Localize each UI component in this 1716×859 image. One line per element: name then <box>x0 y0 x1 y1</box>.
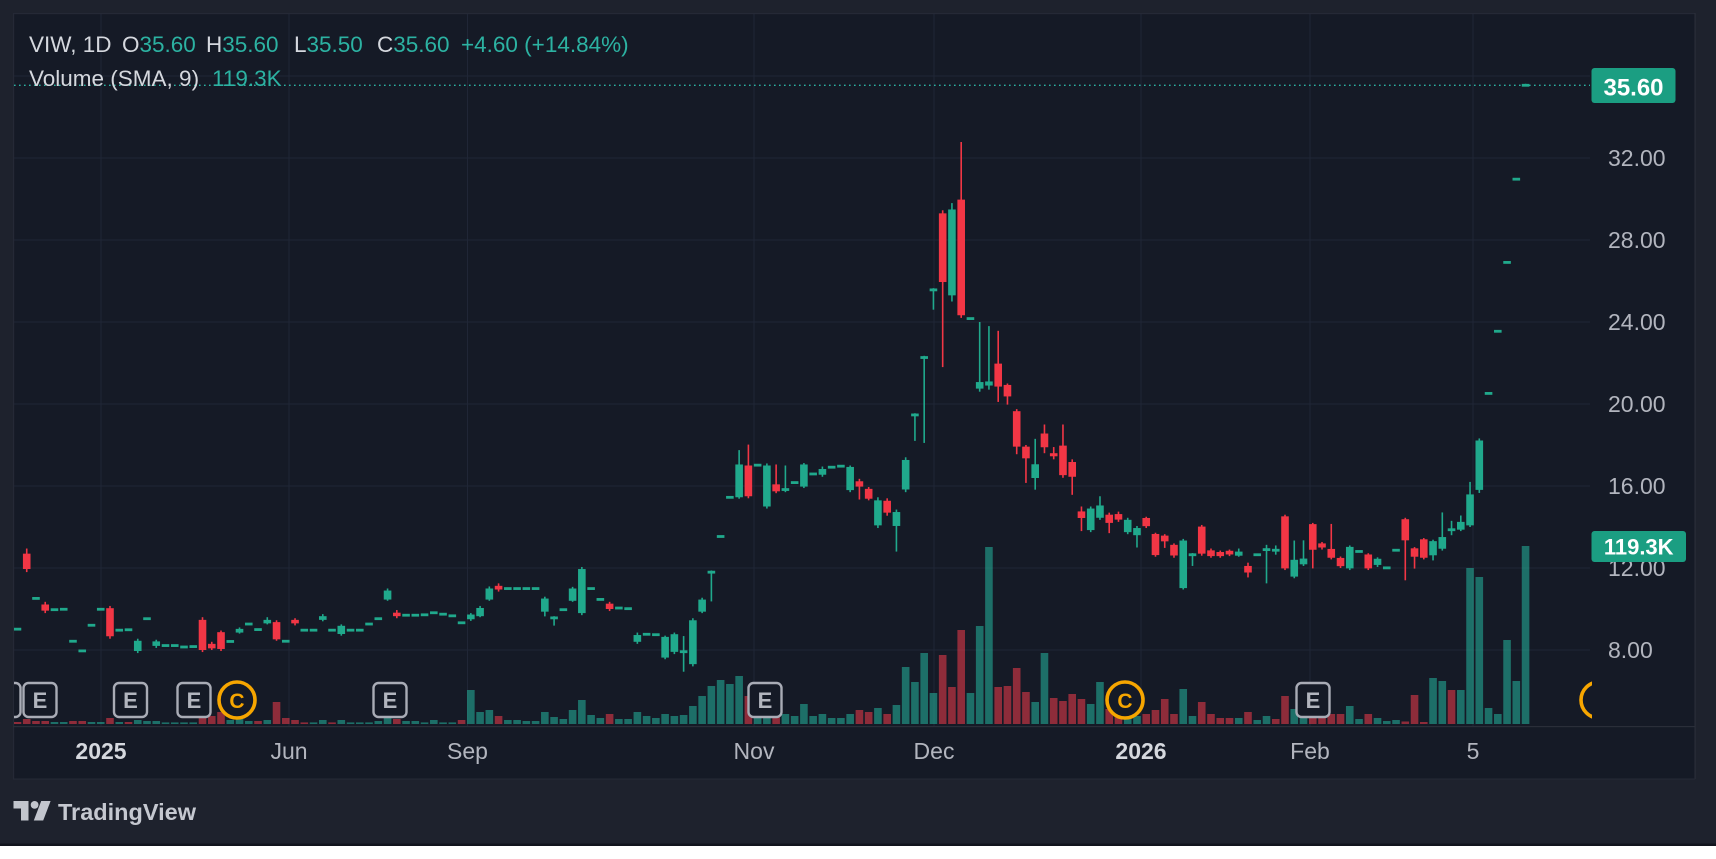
svg-text:5: 5 <box>1467 738 1480 764</box>
svg-text:119.3K: 119.3K <box>212 66 282 91</box>
svg-text:Sep: Sep <box>447 738 488 764</box>
svg-text:28.00: 28.00 <box>1608 227 1666 253</box>
svg-text:Nov: Nov <box>734 738 775 764</box>
svg-text:E: E <box>383 688 398 713</box>
svg-text:C: C <box>1591 690 1606 713</box>
svg-text:Dec: Dec <box>914 738 955 764</box>
svg-text:32.00: 32.00 <box>1608 145 1666 171</box>
svg-text:Jun: Jun <box>270 738 307 764</box>
svg-text:8.00: 8.00 <box>1608 637 1653 663</box>
svg-text:Volume (SMA, 9): Volume (SMA, 9) <box>29 66 199 91</box>
svg-text:20.00: 20.00 <box>1608 391 1666 417</box>
svg-text:Feb: Feb <box>1290 738 1330 764</box>
svg-text:E: E <box>33 688 48 713</box>
svg-text:E: E <box>758 688 773 713</box>
svg-text:C: C <box>229 690 244 713</box>
svg-text:2026: 2026 <box>1115 738 1166 764</box>
svg-text:TradingView: TradingView <box>58 799 197 825</box>
svg-text:24.00: 24.00 <box>1608 309 1666 335</box>
svg-text:2025: 2025 <box>75 738 126 764</box>
svg-text:E: E <box>1306 688 1321 713</box>
svg-text:35.60: 35.60 <box>1603 74 1663 101</box>
svg-text:119.3K: 119.3K <box>1604 535 1674 560</box>
svg-text:E: E <box>187 688 202 713</box>
svg-text:C: C <box>1117 690 1132 713</box>
svg-text:E: E <box>123 688 138 713</box>
svg-text:16.00: 16.00 <box>1608 473 1666 499</box>
